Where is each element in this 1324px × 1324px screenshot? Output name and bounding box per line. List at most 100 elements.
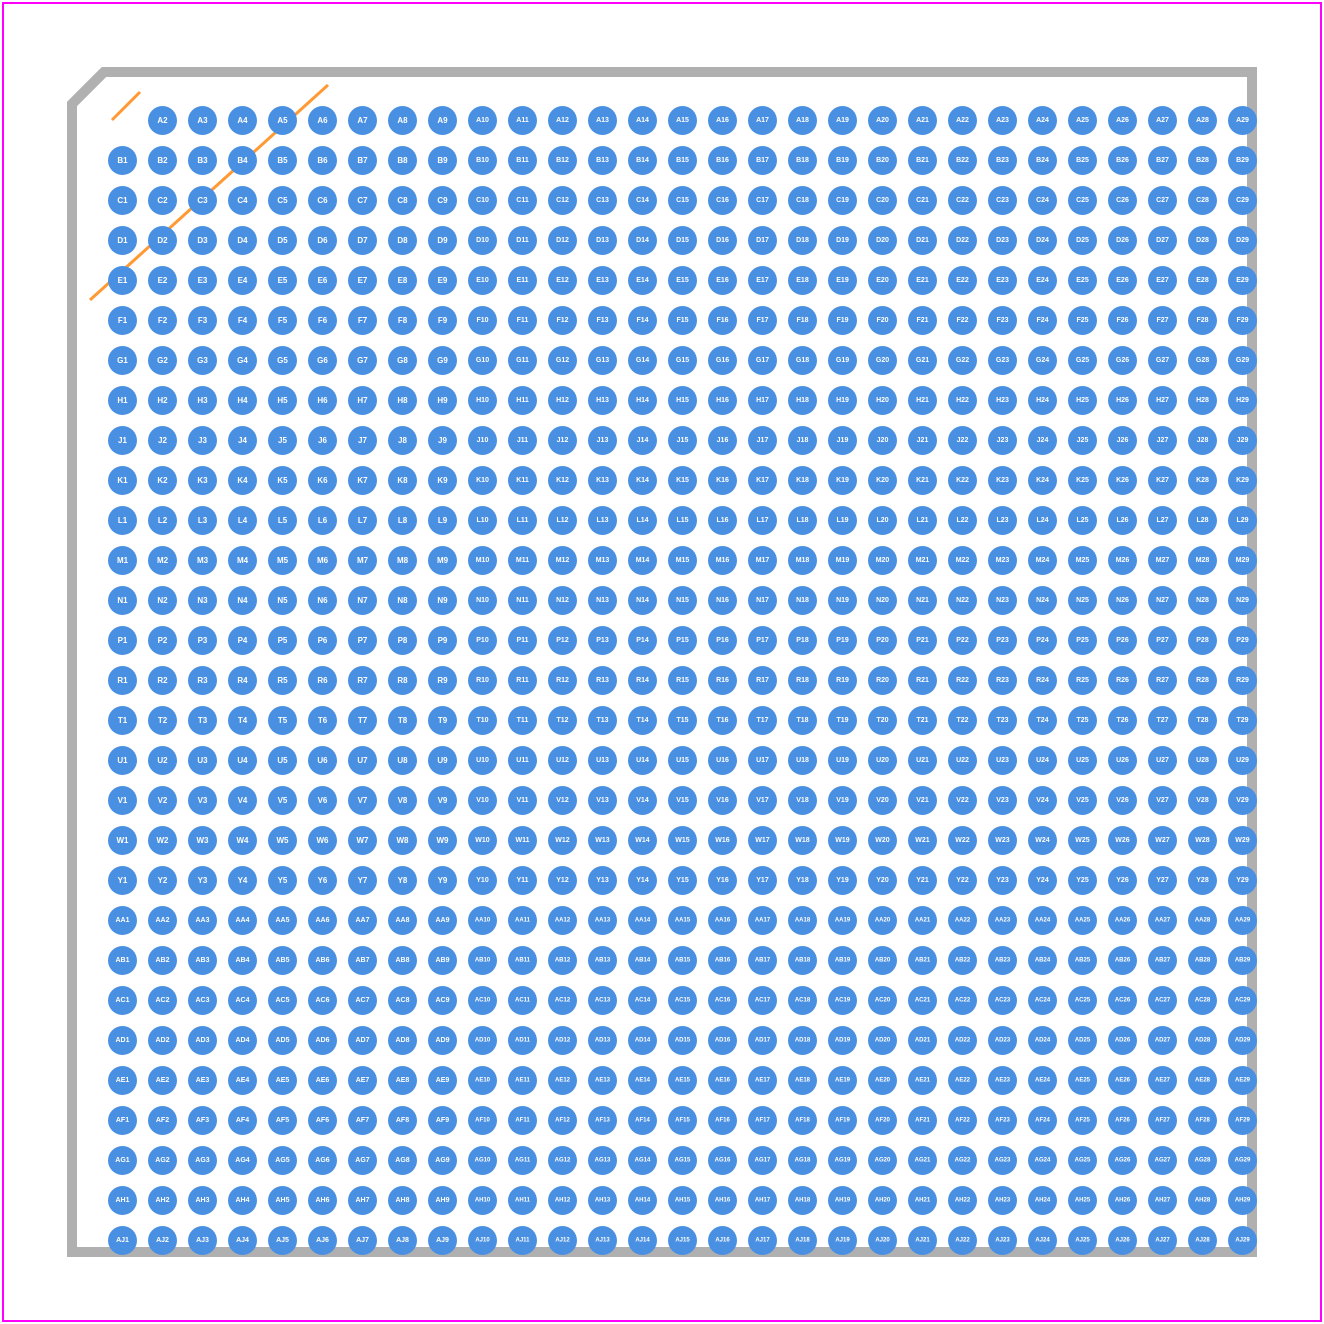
- ball-label-J26: J26: [1117, 437, 1129, 444]
- ball-label-J24: J24: [1037, 437, 1049, 444]
- ball-label-M7: M7: [357, 556, 369, 565]
- ball-label-AE16: AE16: [715, 1078, 731, 1084]
- ball-label-P23: P23: [996, 637, 1009, 644]
- ball-label-AF10: AF10: [475, 1118, 490, 1124]
- ball-label-AF28: AF28: [1195, 1118, 1210, 1124]
- diagram-canvas: A2A3A4A5A6A7A8A9A10A11A12A13A14A15A16A17…: [0, 0, 1324, 1324]
- ball-label-B29: B29: [1236, 157, 1249, 164]
- ball-label-L17: L17: [756, 517, 768, 524]
- ball-label-AF4: AF4: [236, 1117, 249, 1124]
- ball-label-N27: N27: [1156, 597, 1169, 604]
- ball-label-F2: F2: [158, 316, 168, 325]
- ball-label-B19: B19: [836, 157, 849, 164]
- ball-label-N18: N18: [796, 597, 809, 604]
- ball-label-AG17: AG17: [755, 1158, 771, 1164]
- ball-label-P29: P29: [1236, 637, 1249, 644]
- ball-label-M10: M10: [476, 557, 490, 564]
- ball-label-AA27: AA27: [1155, 918, 1171, 924]
- ball-label-E5: E5: [278, 276, 288, 285]
- ball-label-A7: A7: [357, 116, 368, 125]
- ball-label-K8: K8: [397, 476, 408, 485]
- ball-label-W28: W28: [1195, 837, 1210, 844]
- ball-label-U26: U26: [1116, 757, 1129, 764]
- ball-label-AH29: AH29: [1235, 1198, 1251, 1204]
- ball-label-B2: B2: [157, 156, 168, 165]
- ball-label-J10: J10: [477, 437, 489, 444]
- ball-label-D1: D1: [117, 236, 128, 245]
- ball-label-H25: H25: [1076, 397, 1089, 404]
- ball-label-P8: P8: [398, 636, 408, 645]
- ball-label-AG9: AG9: [435, 1157, 450, 1164]
- ball-label-U13: U13: [596, 757, 609, 764]
- ball-label-AC15: AC15: [675, 998, 691, 1004]
- ball-label-T21: T21: [916, 717, 928, 724]
- ball-label-AE17: AE17: [755, 1078, 771, 1084]
- ball-label-W24: W24: [1035, 837, 1050, 844]
- ball-label-D6: D6: [317, 236, 328, 245]
- ball-label-V18: V18: [796, 797, 809, 804]
- ball-label-U12: U12: [556, 757, 569, 764]
- ball-label-V21: V21: [916, 797, 929, 804]
- ball-label-P11: P11: [516, 637, 528, 644]
- ball-label-AB29: AB29: [1235, 958, 1251, 964]
- ball-label-AB20: AB20: [875, 958, 891, 964]
- ball-label-AF2: AF2: [156, 1117, 169, 1124]
- ball-label-J22: J22: [957, 437, 969, 444]
- ball-label-D16: D16: [716, 237, 729, 244]
- ball-label-AJ2: AJ2: [156, 1237, 169, 1244]
- ball-label-N19: N19: [836, 597, 849, 604]
- ball-label-P13: P13: [596, 637, 609, 644]
- ball-label-G3: G3: [197, 356, 208, 365]
- ball-label-Y28: Y28: [1196, 877, 1209, 884]
- ball-label-F9: F9: [438, 316, 448, 325]
- ball-label-P28: P28: [1196, 637, 1209, 644]
- ball-label-AB17: AB17: [755, 958, 771, 964]
- ball-label-AE28: AE28: [1195, 1078, 1211, 1084]
- ball-label-G22: G22: [956, 357, 969, 364]
- ball-label-AJ11: AJ11: [515, 1238, 530, 1244]
- ball-label-AJ22: AJ22: [955, 1238, 970, 1244]
- ball-label-R14: R14: [636, 677, 649, 684]
- ball-label-V23: V23: [996, 797, 1009, 804]
- ball-label-C29: C29: [1236, 197, 1249, 204]
- ball-label-AA9: AA9: [435, 917, 449, 924]
- ball-label-R9: R9: [437, 676, 448, 685]
- ball-label-AF29: AF29: [1235, 1118, 1250, 1124]
- ball-label-T26: T26: [1116, 717, 1128, 724]
- ball-label-P4: P4: [238, 636, 248, 645]
- ball-label-Y23: Y23: [996, 877, 1009, 884]
- ball-label-AG13: AG13: [595, 1158, 611, 1164]
- ball-label-T5: T5: [278, 716, 288, 725]
- ball-label-E6: E6: [318, 276, 328, 285]
- ball-label-G29: G29: [1236, 357, 1249, 364]
- ball-label-C26: C26: [1116, 197, 1129, 204]
- ball-label-Y26: Y26: [1116, 877, 1129, 884]
- ball-label-J4: J4: [238, 436, 247, 445]
- ball-label-N9: N9: [437, 596, 448, 605]
- ball-label-AF3: AF3: [196, 1117, 209, 1124]
- ball-label-AA4: AA4: [235, 917, 249, 924]
- ball-label-D3: D3: [197, 236, 208, 245]
- ball-label-E9: E9: [438, 276, 448, 285]
- ball-label-K26: K26: [1116, 477, 1129, 484]
- ball-label-H1: H1: [117, 396, 128, 405]
- ball-label-W16: W16: [715, 837, 730, 844]
- ball-label-T2: T2: [158, 716, 168, 725]
- ball-label-V29: V29: [1236, 797, 1249, 804]
- ball-label-AH25: AH25: [1075, 1198, 1091, 1204]
- ball-label-H29: H29: [1236, 397, 1249, 404]
- ball-label-C21: C21: [916, 197, 929, 204]
- ball-label-N26: N26: [1116, 597, 1129, 604]
- ball-label-N21: N21: [916, 597, 929, 604]
- ball-label-A11: A11: [516, 117, 529, 124]
- ball-label-M15: M15: [676, 557, 690, 564]
- ball-label-W21: W21: [915, 837, 930, 844]
- ball-label-AD12: AD12: [555, 1038, 571, 1044]
- ball-label-AC25: AC25: [1075, 998, 1091, 1004]
- ball-label-G21: G21: [916, 357, 929, 364]
- ball-label-AD26: AD26: [1115, 1038, 1131, 1044]
- ball-label-H27: H27: [1156, 397, 1169, 404]
- ball-label-AJ6: AJ6: [316, 1237, 329, 1244]
- ball-label-R12: R12: [556, 677, 569, 684]
- ball-label-J28: J28: [1197, 437, 1209, 444]
